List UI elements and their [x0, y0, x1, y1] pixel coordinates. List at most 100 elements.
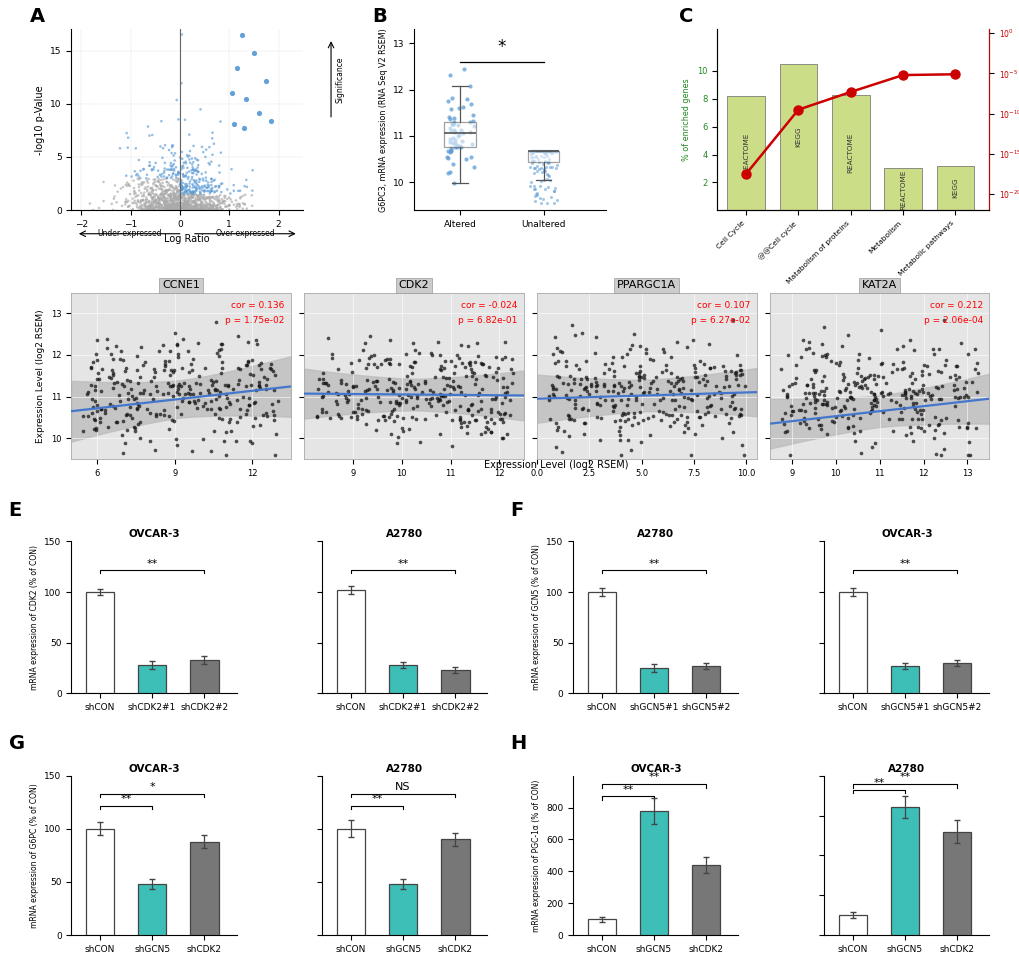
Point — [264, 395, 280, 411]
Point — [162, 199, 178, 214]
Point — [170, 195, 186, 210]
Point — [131, 199, 148, 214]
Point — [165, 199, 181, 214]
Point — [174, 189, 191, 205]
Point — [141, 185, 157, 201]
Point — [141, 202, 157, 217]
Point — [199, 202, 215, 217]
Point — [212, 200, 228, 215]
Point — [129, 400, 146, 416]
Point — [186, 194, 203, 209]
Point — [265, 363, 281, 379]
Point — [113, 344, 129, 359]
Point — [199, 180, 215, 196]
Point — [924, 341, 941, 356]
Point — [163, 197, 179, 212]
Point — [251, 374, 267, 390]
Point — [167, 325, 183, 341]
Point — [189, 199, 205, 214]
Point — [567, 396, 583, 412]
Point — [534, 143, 550, 159]
Point — [180, 194, 197, 209]
Point — [169, 192, 185, 207]
Point — [545, 143, 561, 159]
Point — [861, 405, 877, 421]
Point — [631, 379, 647, 394]
Point — [198, 203, 214, 218]
Point — [644, 373, 660, 389]
Point — [192, 201, 208, 216]
Point — [527, 181, 543, 197]
Point — [211, 178, 227, 194]
Point — [161, 199, 177, 214]
Point — [672, 386, 688, 401]
Point — [543, 143, 559, 159]
Point — [696, 378, 712, 393]
Point — [773, 382, 790, 397]
Point — [219, 181, 235, 197]
Point — [498, 427, 515, 442]
Point — [595, 376, 611, 392]
Point — [171, 197, 187, 212]
Point — [228, 199, 245, 214]
Point — [126, 193, 143, 208]
Point — [141, 200, 157, 215]
Point — [253, 361, 269, 377]
Point — [436, 388, 452, 403]
Point — [546, 144, 562, 160]
Point — [462, 125, 478, 140]
Point — [170, 164, 186, 179]
Point — [835, 369, 851, 385]
Bar — [587, 919, 615, 935]
Point — [205, 199, 221, 214]
Point — [221, 190, 237, 206]
Point — [815, 318, 832, 334]
Point — [174, 186, 191, 202]
Point — [177, 199, 194, 214]
Point — [197, 198, 213, 213]
Point — [536, 143, 552, 159]
Point — [471, 385, 487, 400]
Point — [165, 166, 181, 181]
Point — [900, 381, 916, 396]
Point — [842, 390, 858, 405]
Point — [182, 199, 199, 214]
Point — [209, 192, 225, 207]
Point — [237, 172, 254, 188]
Point — [202, 203, 218, 218]
Point — [190, 197, 206, 212]
Point — [535, 145, 551, 161]
Point — [181, 201, 198, 216]
Point — [361, 381, 377, 396]
Point — [151, 193, 167, 208]
Point — [161, 194, 177, 209]
Point — [174, 167, 191, 182]
Point — [155, 140, 171, 156]
Point — [200, 202, 216, 217]
Point — [213, 184, 229, 200]
Point — [194, 178, 210, 194]
Point — [915, 357, 931, 373]
Point — [171, 202, 187, 217]
Point — [470, 348, 486, 363]
Point — [162, 199, 178, 214]
Point — [190, 188, 206, 204]
Point — [966, 361, 982, 377]
Point — [398, 393, 415, 409]
Point — [462, 357, 478, 373]
Point — [560, 408, 577, 424]
Point — [183, 151, 200, 167]
Point — [112, 352, 128, 367]
Point — [152, 196, 168, 211]
Point — [615, 381, 632, 396]
Point — [160, 199, 176, 214]
Point — [118, 406, 135, 422]
Point — [176, 202, 193, 217]
Point — [145, 182, 161, 198]
Point — [175, 169, 192, 184]
Point — [865, 367, 881, 383]
Point — [158, 198, 174, 213]
Point — [157, 198, 173, 213]
Point — [435, 360, 451, 376]
Point — [609, 375, 626, 391]
